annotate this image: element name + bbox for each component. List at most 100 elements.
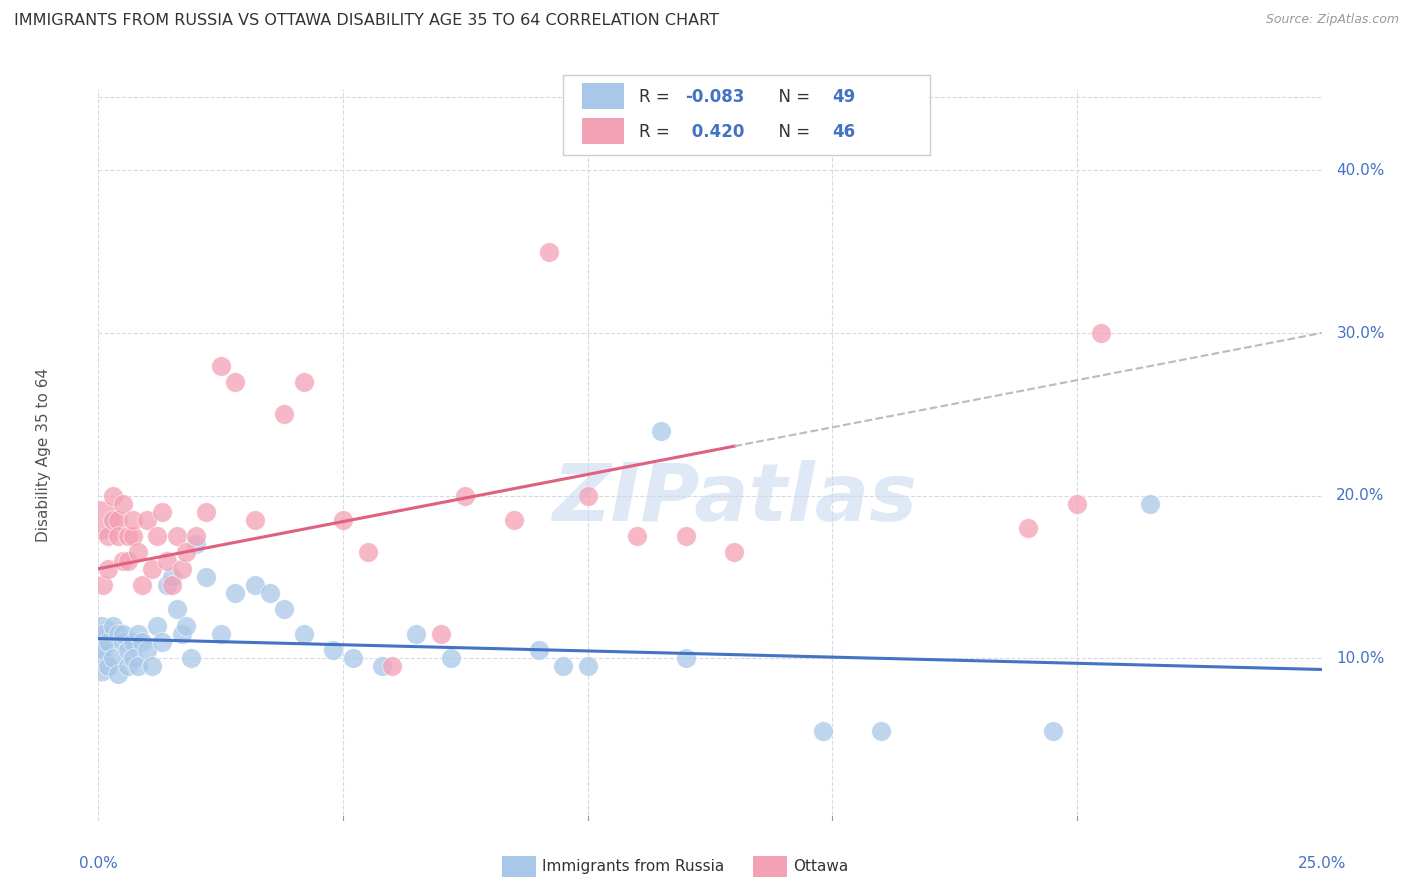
Point xyxy=(111,497,134,511)
Point xyxy=(107,626,129,640)
Point xyxy=(1042,724,1064,739)
Point xyxy=(180,651,202,665)
Text: R =: R = xyxy=(640,87,675,105)
Point xyxy=(101,618,124,632)
Point xyxy=(273,602,295,616)
Point xyxy=(356,545,378,559)
Point xyxy=(342,651,364,665)
Point xyxy=(166,529,188,543)
Point xyxy=(141,562,163,576)
Point xyxy=(576,659,599,673)
Point xyxy=(101,513,124,527)
Point xyxy=(170,626,193,640)
Text: IMMIGRANTS FROM RUSSIA VS OTTAWA DISABILITY AGE 35 TO 64 CORRELATION CHART: IMMIGRANTS FROM RUSSIA VS OTTAWA DISABIL… xyxy=(14,13,718,29)
Text: 25.0%: 25.0% xyxy=(1298,856,1346,871)
Point xyxy=(111,626,134,640)
Point xyxy=(141,659,163,673)
Point xyxy=(537,244,560,259)
Text: Ottawa: Ottawa xyxy=(793,859,848,874)
Point xyxy=(650,424,672,438)
Point xyxy=(381,659,404,673)
Text: 46: 46 xyxy=(832,122,855,141)
Point xyxy=(209,359,232,373)
Point xyxy=(292,626,315,640)
Point xyxy=(91,626,114,640)
Point xyxy=(332,513,354,527)
Point xyxy=(127,545,149,559)
Point xyxy=(127,659,149,673)
Point xyxy=(224,586,246,600)
Point xyxy=(117,643,139,657)
Point xyxy=(576,489,599,503)
Point xyxy=(101,489,124,503)
Point xyxy=(107,513,129,527)
Point xyxy=(405,626,427,640)
Point xyxy=(146,618,169,632)
Text: ZIPatlas: ZIPatlas xyxy=(553,459,917,538)
Point xyxy=(1017,521,1039,535)
Text: N =: N = xyxy=(768,87,815,105)
Text: N =: N = xyxy=(768,122,815,141)
Point xyxy=(209,626,232,640)
Point xyxy=(111,553,134,567)
Point xyxy=(90,626,112,640)
Bar xyxy=(582,83,624,109)
Point xyxy=(243,513,266,527)
Point xyxy=(186,537,208,551)
Text: 0.0%: 0.0% xyxy=(79,856,118,871)
Point xyxy=(127,626,149,640)
Point xyxy=(136,643,159,657)
Point xyxy=(371,659,394,673)
Point xyxy=(117,659,139,673)
Text: 20.0%: 20.0% xyxy=(1336,488,1385,503)
Bar xyxy=(752,856,787,877)
Point xyxy=(121,651,143,665)
Point xyxy=(503,513,526,527)
Bar xyxy=(582,119,624,144)
Point xyxy=(454,489,477,503)
Point xyxy=(176,545,198,559)
Point xyxy=(176,618,198,632)
Point xyxy=(91,643,114,657)
Point xyxy=(675,651,697,665)
Text: 40.0%: 40.0% xyxy=(1336,163,1385,178)
Point xyxy=(870,724,893,739)
Point xyxy=(1066,497,1088,511)
Bar xyxy=(502,856,536,877)
Point xyxy=(97,529,120,543)
Point xyxy=(160,570,183,584)
Text: 0.420: 0.420 xyxy=(686,122,744,141)
Point xyxy=(90,659,112,673)
FancyBboxPatch shape xyxy=(564,75,931,155)
Point xyxy=(292,375,315,389)
Point xyxy=(97,635,120,649)
Point xyxy=(146,529,169,543)
Text: 49: 49 xyxy=(832,87,856,105)
Point xyxy=(131,635,153,649)
Point xyxy=(626,529,648,543)
Point xyxy=(553,659,575,673)
Point xyxy=(97,659,120,673)
Point xyxy=(166,602,188,616)
Point xyxy=(811,724,834,739)
Point xyxy=(101,651,124,665)
Point xyxy=(89,513,111,527)
Text: 30.0%: 30.0% xyxy=(1336,326,1385,341)
Point xyxy=(136,513,159,527)
Point xyxy=(117,529,139,543)
Text: Immigrants from Russia: Immigrants from Russia xyxy=(543,859,724,874)
Point xyxy=(91,578,114,592)
Point xyxy=(195,505,218,519)
Point xyxy=(150,505,173,519)
Point xyxy=(527,643,550,657)
Point xyxy=(156,553,179,567)
Point xyxy=(322,643,344,657)
Point xyxy=(107,529,129,543)
Point xyxy=(430,626,453,640)
Point xyxy=(723,545,745,559)
Point xyxy=(131,578,153,592)
Point xyxy=(675,529,697,543)
Text: R =: R = xyxy=(640,122,675,141)
Point xyxy=(121,635,143,649)
Point xyxy=(170,562,193,576)
